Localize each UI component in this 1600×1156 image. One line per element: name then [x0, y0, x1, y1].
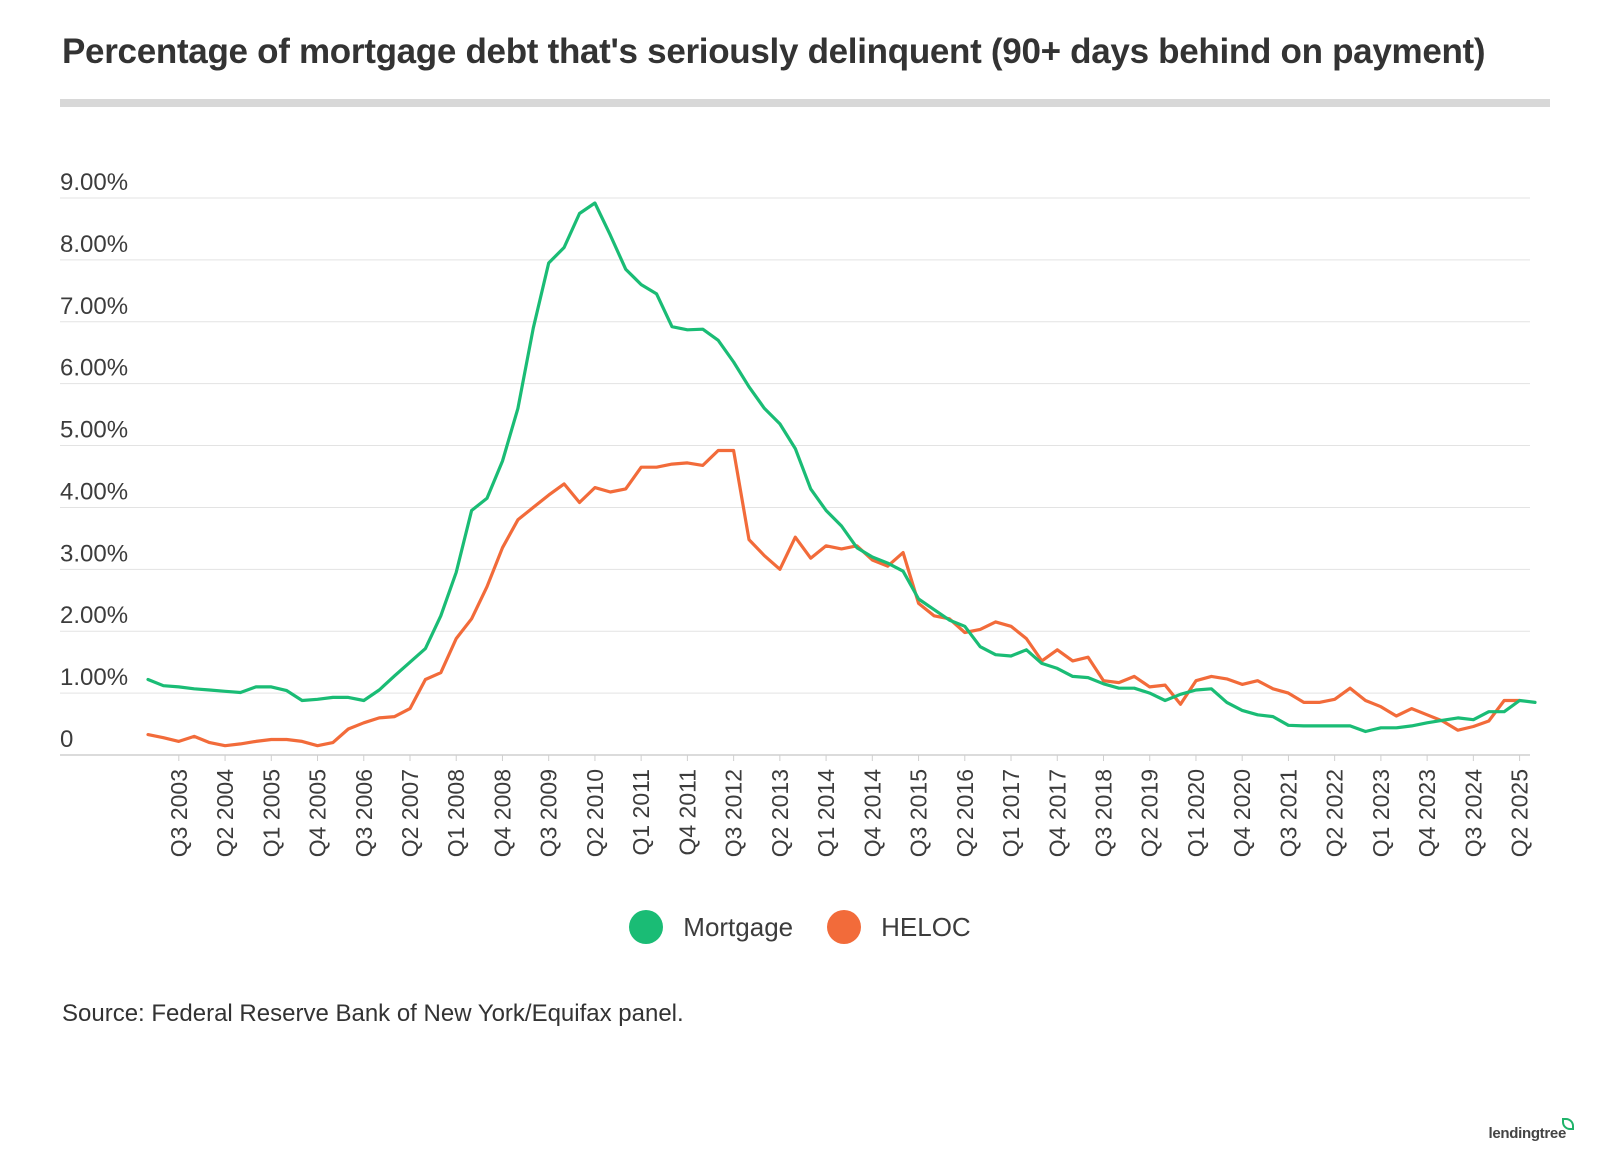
y-tick-label: 0	[60, 726, 73, 753]
x-tick-label: Q2 2016	[952, 769, 978, 857]
legend-swatch-heloc	[827, 910, 862, 944]
x-tick-label: Q1 2023	[1368, 769, 1394, 857]
x-tick-label: Q1 2005	[258, 769, 284, 857]
y-tick-label: 3.00%	[60, 540, 128, 567]
x-tick-label: Q2 2010	[582, 769, 608, 857]
x-tick-label: Q4 2017	[1044, 769, 1070, 857]
x-tick-label: Q2 2007	[397, 769, 423, 857]
x-tick-label: Q4 2020	[1229, 769, 1255, 857]
y-tick-label: 2.00%	[60, 602, 128, 629]
x-tick-label: Q3 2003	[166, 769, 192, 857]
y-tick-label: 1.00%	[60, 664, 128, 691]
x-tick-label: Q1 2020	[1183, 769, 1209, 857]
x-tick-label: Q3 2021	[1275, 769, 1301, 857]
x-tick-label: Q3 2018	[1090, 769, 1116, 857]
x-tick-label: Q1 2008	[443, 769, 469, 857]
leaf-icon	[1562, 1118, 1574, 1130]
legend-swatch-mortgage	[629, 910, 664, 944]
y-tick-label: 5.00%	[60, 417, 128, 444]
line-chart: 0 1.00% 2.00% 3.00% 4.00% 5.00% 6.00% 7.00% 8.00…	[60, 169, 1537, 857]
legend-label-heloc: HELOC	[881, 911, 971, 942]
x-tick-label: Q1 2014	[813, 769, 839, 857]
series-line-heloc	[146, 448, 1522, 748]
title-divider	[60, 99, 1550, 107]
x-tick-label: Q2 2004	[212, 769, 238, 857]
series-line-mortgage	[146, 201, 1537, 734]
x-tick-label: Q3 2015	[906, 769, 932, 857]
x-tick-label: Q1 2011	[628, 769, 654, 856]
source-note: Source: Federal Reserve Bank of New York…	[62, 1000, 684, 1027]
chart-legend: Mortgage HELOC	[0, 910, 1600, 944]
x-tick-label: Q2 2025	[1507, 769, 1533, 857]
legend-item-mortgage[interactable]: Mortgage	[629, 910, 793, 944]
x-tick-label: Q3 2012	[721, 769, 747, 857]
x-tick-label: Q2 2019	[1137, 769, 1163, 857]
legend-label-mortgage: Mortgage	[683, 911, 794, 942]
x-tick-label: Q2 2013	[767, 769, 793, 857]
x-tick-label: Q3 2024	[1460, 769, 1486, 857]
lendingtree-logo: lendingtree	[1488, 1118, 1578, 1142]
y-tick-label: 4.00%	[60, 478, 128, 505]
y-tick-label: 7.00%	[60, 293, 128, 320]
chart-title: Percentage of mortgage debt that's serio…	[62, 32, 1486, 71]
x-tick-label: Q3 2009	[536, 769, 562, 857]
x-tick-label: Q4 2014	[859, 769, 885, 857]
x-tick-label: Q1 2017	[998, 769, 1024, 857]
logo-text: lendingtree	[1488, 1125, 1566, 1142]
y-tick-label: 6.00%	[60, 355, 128, 382]
y-tick-label: 8.00%	[60, 231, 128, 258]
x-tick-label: Q2 2022	[1322, 769, 1348, 857]
y-tick-label: 9.00%	[60, 169, 128, 196]
x-tick-label: Q4 2011	[674, 769, 700, 856]
x-tick-label: Q4 2005	[305, 769, 331, 857]
legend-item-heloc[interactable]: HELOC	[827, 910, 971, 944]
x-tick-label: Q4 2023	[1414, 769, 1440, 857]
x-tick-label: Q4 2008	[489, 769, 515, 857]
x-tick-label: Q3 2006	[351, 769, 377, 857]
